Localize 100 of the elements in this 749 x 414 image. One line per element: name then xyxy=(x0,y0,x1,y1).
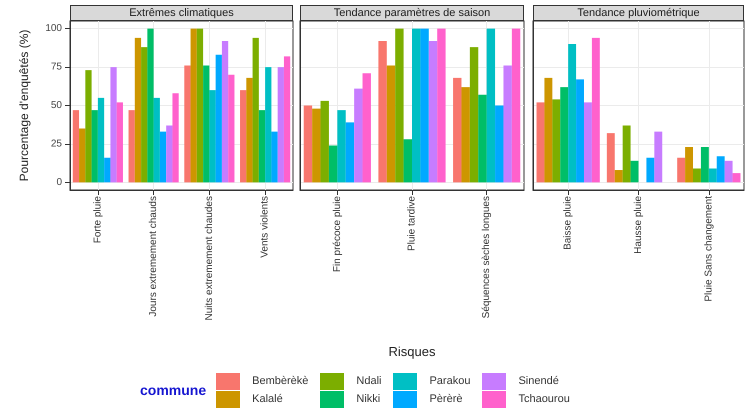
bar xyxy=(630,160,638,182)
bar xyxy=(258,110,266,182)
bar xyxy=(134,38,142,182)
bar xyxy=(304,106,312,182)
bar xyxy=(395,28,404,182)
bar xyxy=(196,28,204,182)
x-tick-label: Jours extremement chauds xyxy=(148,196,160,317)
y-tick-label: 100 xyxy=(45,23,62,34)
bar xyxy=(461,87,470,182)
bar xyxy=(708,168,717,182)
bar xyxy=(716,156,725,182)
bar xyxy=(584,102,592,182)
x-tick-label: Fin précoce pluie xyxy=(332,196,343,272)
bar xyxy=(228,74,234,182)
bar xyxy=(278,67,284,182)
bar xyxy=(503,66,512,182)
bar xyxy=(190,28,197,182)
bar xyxy=(98,98,104,182)
x-tick-label: Séquences sèches longues xyxy=(481,196,492,318)
bar xyxy=(404,139,412,182)
bar xyxy=(328,145,338,182)
bar xyxy=(552,99,560,182)
bar xyxy=(560,87,568,182)
bar xyxy=(606,133,615,182)
x-tick-label: Vents violents xyxy=(260,196,271,258)
legend-label: Kalalé xyxy=(252,393,283,405)
legend-title: commune xyxy=(140,382,206,398)
y-tick-label: 50 xyxy=(50,100,62,111)
bar xyxy=(246,78,253,182)
x-tick-label: Pluie tardive xyxy=(406,196,418,252)
bar xyxy=(160,132,166,182)
bar xyxy=(685,146,694,182)
legend-label: Tchaourou xyxy=(518,393,570,405)
bar xyxy=(654,132,662,182)
bar xyxy=(478,94,487,182)
bar xyxy=(252,38,259,182)
y-tick-label: 25 xyxy=(50,138,62,150)
bar xyxy=(154,98,160,182)
bar xyxy=(346,122,354,182)
bar xyxy=(724,160,733,182)
bar xyxy=(646,158,654,182)
bar xyxy=(147,28,154,182)
bar xyxy=(536,102,544,182)
y-tick-label: 0 xyxy=(56,176,62,188)
bar xyxy=(104,158,110,182)
legend-label: Nikki xyxy=(356,393,380,405)
bar xyxy=(453,78,462,182)
bar xyxy=(184,66,191,182)
bar xyxy=(378,40,387,182)
bar xyxy=(362,73,371,182)
bar xyxy=(337,110,346,182)
bar xyxy=(271,132,278,182)
x-axis-title: Risques xyxy=(388,344,436,359)
bar xyxy=(141,47,148,182)
legend-label: Pèrèrè xyxy=(429,393,462,405)
bar xyxy=(412,28,420,182)
bar xyxy=(677,158,686,182)
bar xyxy=(544,78,552,182)
bar xyxy=(732,173,740,182)
bar xyxy=(72,110,80,182)
bar xyxy=(116,102,123,182)
bar xyxy=(265,67,272,182)
legend-label: Ndali xyxy=(356,375,382,387)
y-axis-title: Pourcentage d'enquêtés (%) xyxy=(17,30,31,182)
chart-title: Tendance paramètres de saison xyxy=(300,5,524,21)
bar xyxy=(622,125,631,182)
bar xyxy=(240,90,246,182)
bar xyxy=(354,88,363,182)
bar xyxy=(110,67,117,182)
x-tick-label: Forte pluie xyxy=(92,196,104,244)
bar xyxy=(79,128,86,182)
bar xyxy=(320,100,329,182)
legend-label: Bembèrèkè xyxy=(252,375,308,387)
bar xyxy=(209,90,216,182)
bar xyxy=(420,28,429,182)
bar xyxy=(576,79,584,182)
x-tick-label: Pluie Sans changement xyxy=(703,196,714,302)
bar xyxy=(386,66,396,182)
bar xyxy=(92,110,98,182)
bar xyxy=(592,38,600,182)
bar xyxy=(85,70,92,182)
legend-label: Parakou xyxy=(429,375,470,387)
chart-title: Tendance pluviométrique xyxy=(533,5,744,21)
bar xyxy=(172,93,179,182)
bar xyxy=(437,28,446,182)
chart-title: Extrêmes climatiques xyxy=(70,5,293,21)
y-tick-label: 75 xyxy=(50,62,62,73)
bar xyxy=(486,28,496,182)
x-tick-label: Nuits extremement chaudes xyxy=(204,196,215,321)
bar xyxy=(312,108,321,182)
bar xyxy=(693,168,701,182)
legend-label: Sinendé xyxy=(518,375,559,387)
bar xyxy=(428,40,438,182)
bar xyxy=(222,40,228,182)
bar xyxy=(284,56,290,182)
bar xyxy=(128,110,135,182)
bar xyxy=(512,28,520,182)
bar xyxy=(216,54,222,182)
bar xyxy=(203,66,210,182)
bar xyxy=(166,125,172,182)
